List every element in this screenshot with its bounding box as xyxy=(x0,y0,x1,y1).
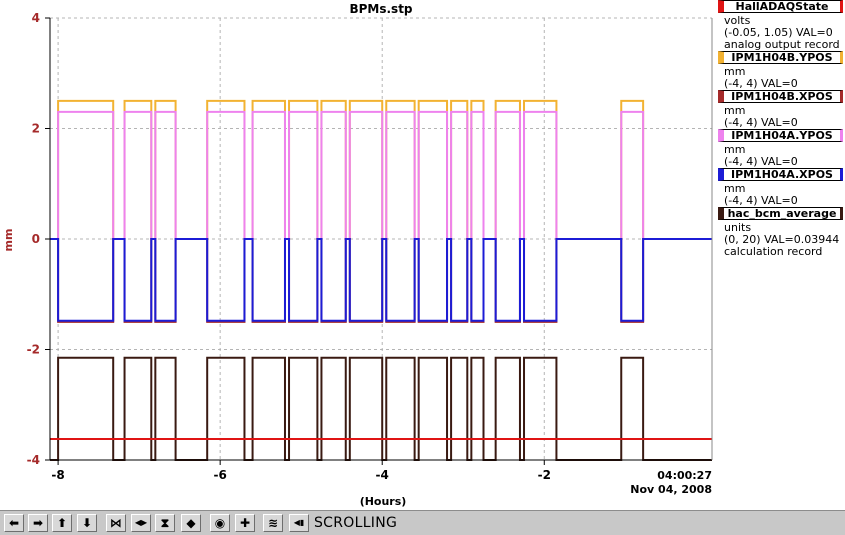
y-tick-label: -2 xyxy=(27,343,40,357)
legend-series-name[interactable]: IPM1H04B.XPOS xyxy=(718,90,843,103)
series-line-ipm1h04a-xpos xyxy=(50,238,712,322)
series-line-ipm1h04a-ypos xyxy=(50,110,712,240)
pan-right-icon: ➡ xyxy=(32,516,44,530)
zoom-in-x-icon: ⋈ xyxy=(110,516,122,530)
legend-detail: mm xyxy=(724,143,746,156)
legend-detail: mm xyxy=(724,104,746,117)
pan-down-button[interactable]: ⬇ xyxy=(77,514,97,532)
zoom-out-x-button[interactable]: ◀▶ xyxy=(131,514,151,532)
legend-series-name[interactable]: IPM1H04B.YPOS xyxy=(718,51,843,64)
x-tick-label: -6 xyxy=(213,468,226,482)
y-tick-label: 0 xyxy=(32,232,40,246)
y-tick-label: 2 xyxy=(32,122,40,136)
pan-up-icon: ⬆ xyxy=(56,516,68,530)
series-line-ipm1h04b-ypos xyxy=(50,99,712,240)
legend-series-name[interactable]: IPM1H04A.YPOS xyxy=(718,129,843,142)
undo-icon: ◀▮ xyxy=(293,518,305,527)
chart-title: BPMs.stp xyxy=(349,2,412,16)
toolbar: SCROLLING ⬅ ➡ ⬆ ⬇ ⋈ ◀▶ ⧗ ◆ ◉ ✚ ≋ ◀▮ xyxy=(0,510,845,535)
legend-detail: (0, 20) VAL=0.03944 xyxy=(724,233,840,246)
stagger-icon: ≋ xyxy=(267,516,279,530)
legend-detail: mm xyxy=(724,182,746,195)
pan-down-icon: ⬇ xyxy=(81,516,93,530)
timestamp-date: Nov 04, 2008 xyxy=(630,483,712,496)
x-axis-label: (Hours) xyxy=(360,495,407,508)
legend-series-name[interactable]: IPM1H04A.XPOS xyxy=(718,168,843,181)
strip-chart: BPMs.stp mm (Hours) 04:00:27 Nov 04, 200… xyxy=(2,2,713,508)
stagger-button[interactable]: ≋ xyxy=(263,514,283,532)
legend-detail: (-0.05, 1.05) VAL=0 xyxy=(724,26,833,39)
zoom-out-y-button[interactable]: ◆ xyxy=(181,514,201,532)
auto-scale-icon: ◉ xyxy=(214,516,226,530)
legend-entry[interactable]: hac_bcm_average units (0, 20) VAL=0.03944 c… xyxy=(718,207,845,258)
pan-left-icon: ⬅ xyxy=(8,516,20,530)
x-tick-label: -4 xyxy=(376,468,389,482)
legend-series-name[interactable]: HallADAQState xyxy=(718,0,843,13)
series-line-ipm1h04b-xpos xyxy=(50,238,712,323)
y-tick-label: 4 xyxy=(32,11,40,25)
pan-left-button[interactable]: ⬅ xyxy=(4,514,24,532)
add-icon: ✚ xyxy=(239,516,251,530)
legend-entry[interactable]: IPM1H04A.YPOS mm (-4, 4) VAL=0 xyxy=(718,129,845,168)
zoom-out-y-icon: ◆ xyxy=(186,516,196,530)
x-tick-label: -2 xyxy=(538,468,551,482)
legend-detail: (-4, 4) VAL=0 xyxy=(724,155,798,168)
legend-detail: mm xyxy=(724,65,746,78)
zoom-out-x-icon: ◀▶ xyxy=(134,518,148,527)
legend: HallADAQState volts (-0.05, 1.05) VAL=0 ana… xyxy=(718,0,845,258)
legend-detail: units xyxy=(724,221,752,234)
timestamp-time: 04:00:27 xyxy=(657,469,712,482)
legend-entry[interactable]: IPM1H04B.YPOS mm (-4, 4) VAL=0 xyxy=(718,51,845,90)
y-axis-label: mm xyxy=(2,229,15,252)
zoom-in-y-button[interactable]: ⧗ xyxy=(155,514,175,532)
pan-right-button[interactable]: ➡ xyxy=(28,514,48,532)
legend-detail: (-4, 4) VAL=0 xyxy=(724,77,798,90)
legend-detail: volts xyxy=(724,14,751,27)
legend-entry[interactable]: IPM1H04A.XPOS mm (-4, 4) VAL=0 xyxy=(718,168,845,207)
legend-detail: (-4, 4) VAL=0 xyxy=(724,194,798,207)
legend-detail: analog output record xyxy=(724,38,840,51)
zoom-in-x-button[interactable]: ⋈ xyxy=(106,514,126,532)
add-button[interactable]: ✚ xyxy=(235,514,255,532)
undo-button[interactable]: ◀▮ xyxy=(289,514,309,532)
legend-detail: calculation record xyxy=(724,245,823,258)
y-tick-label: -4 xyxy=(27,453,40,467)
scroll-status: SCROLLING xyxy=(314,515,398,531)
legend-entry[interactable]: HallADAQState volts (-0.05, 1.05) VAL=0 ana… xyxy=(718,0,845,51)
legend-entry[interactable]: IPM1H04B.XPOS mm (-4, 4) VAL=0 xyxy=(718,90,845,129)
zoom-in-y-icon: ⧗ xyxy=(160,516,170,530)
legend-series-name[interactable]: hac_bcm_average xyxy=(718,207,843,220)
series-line-hac-bcm-average xyxy=(50,356,712,461)
x-tick-label: -8 xyxy=(51,468,64,482)
pan-up-button[interactable]: ⬆ xyxy=(52,514,72,532)
legend-detail: (-4, 4) VAL=0 xyxy=(724,116,798,129)
auto-scale-button[interactable]: ◉ xyxy=(210,514,230,532)
